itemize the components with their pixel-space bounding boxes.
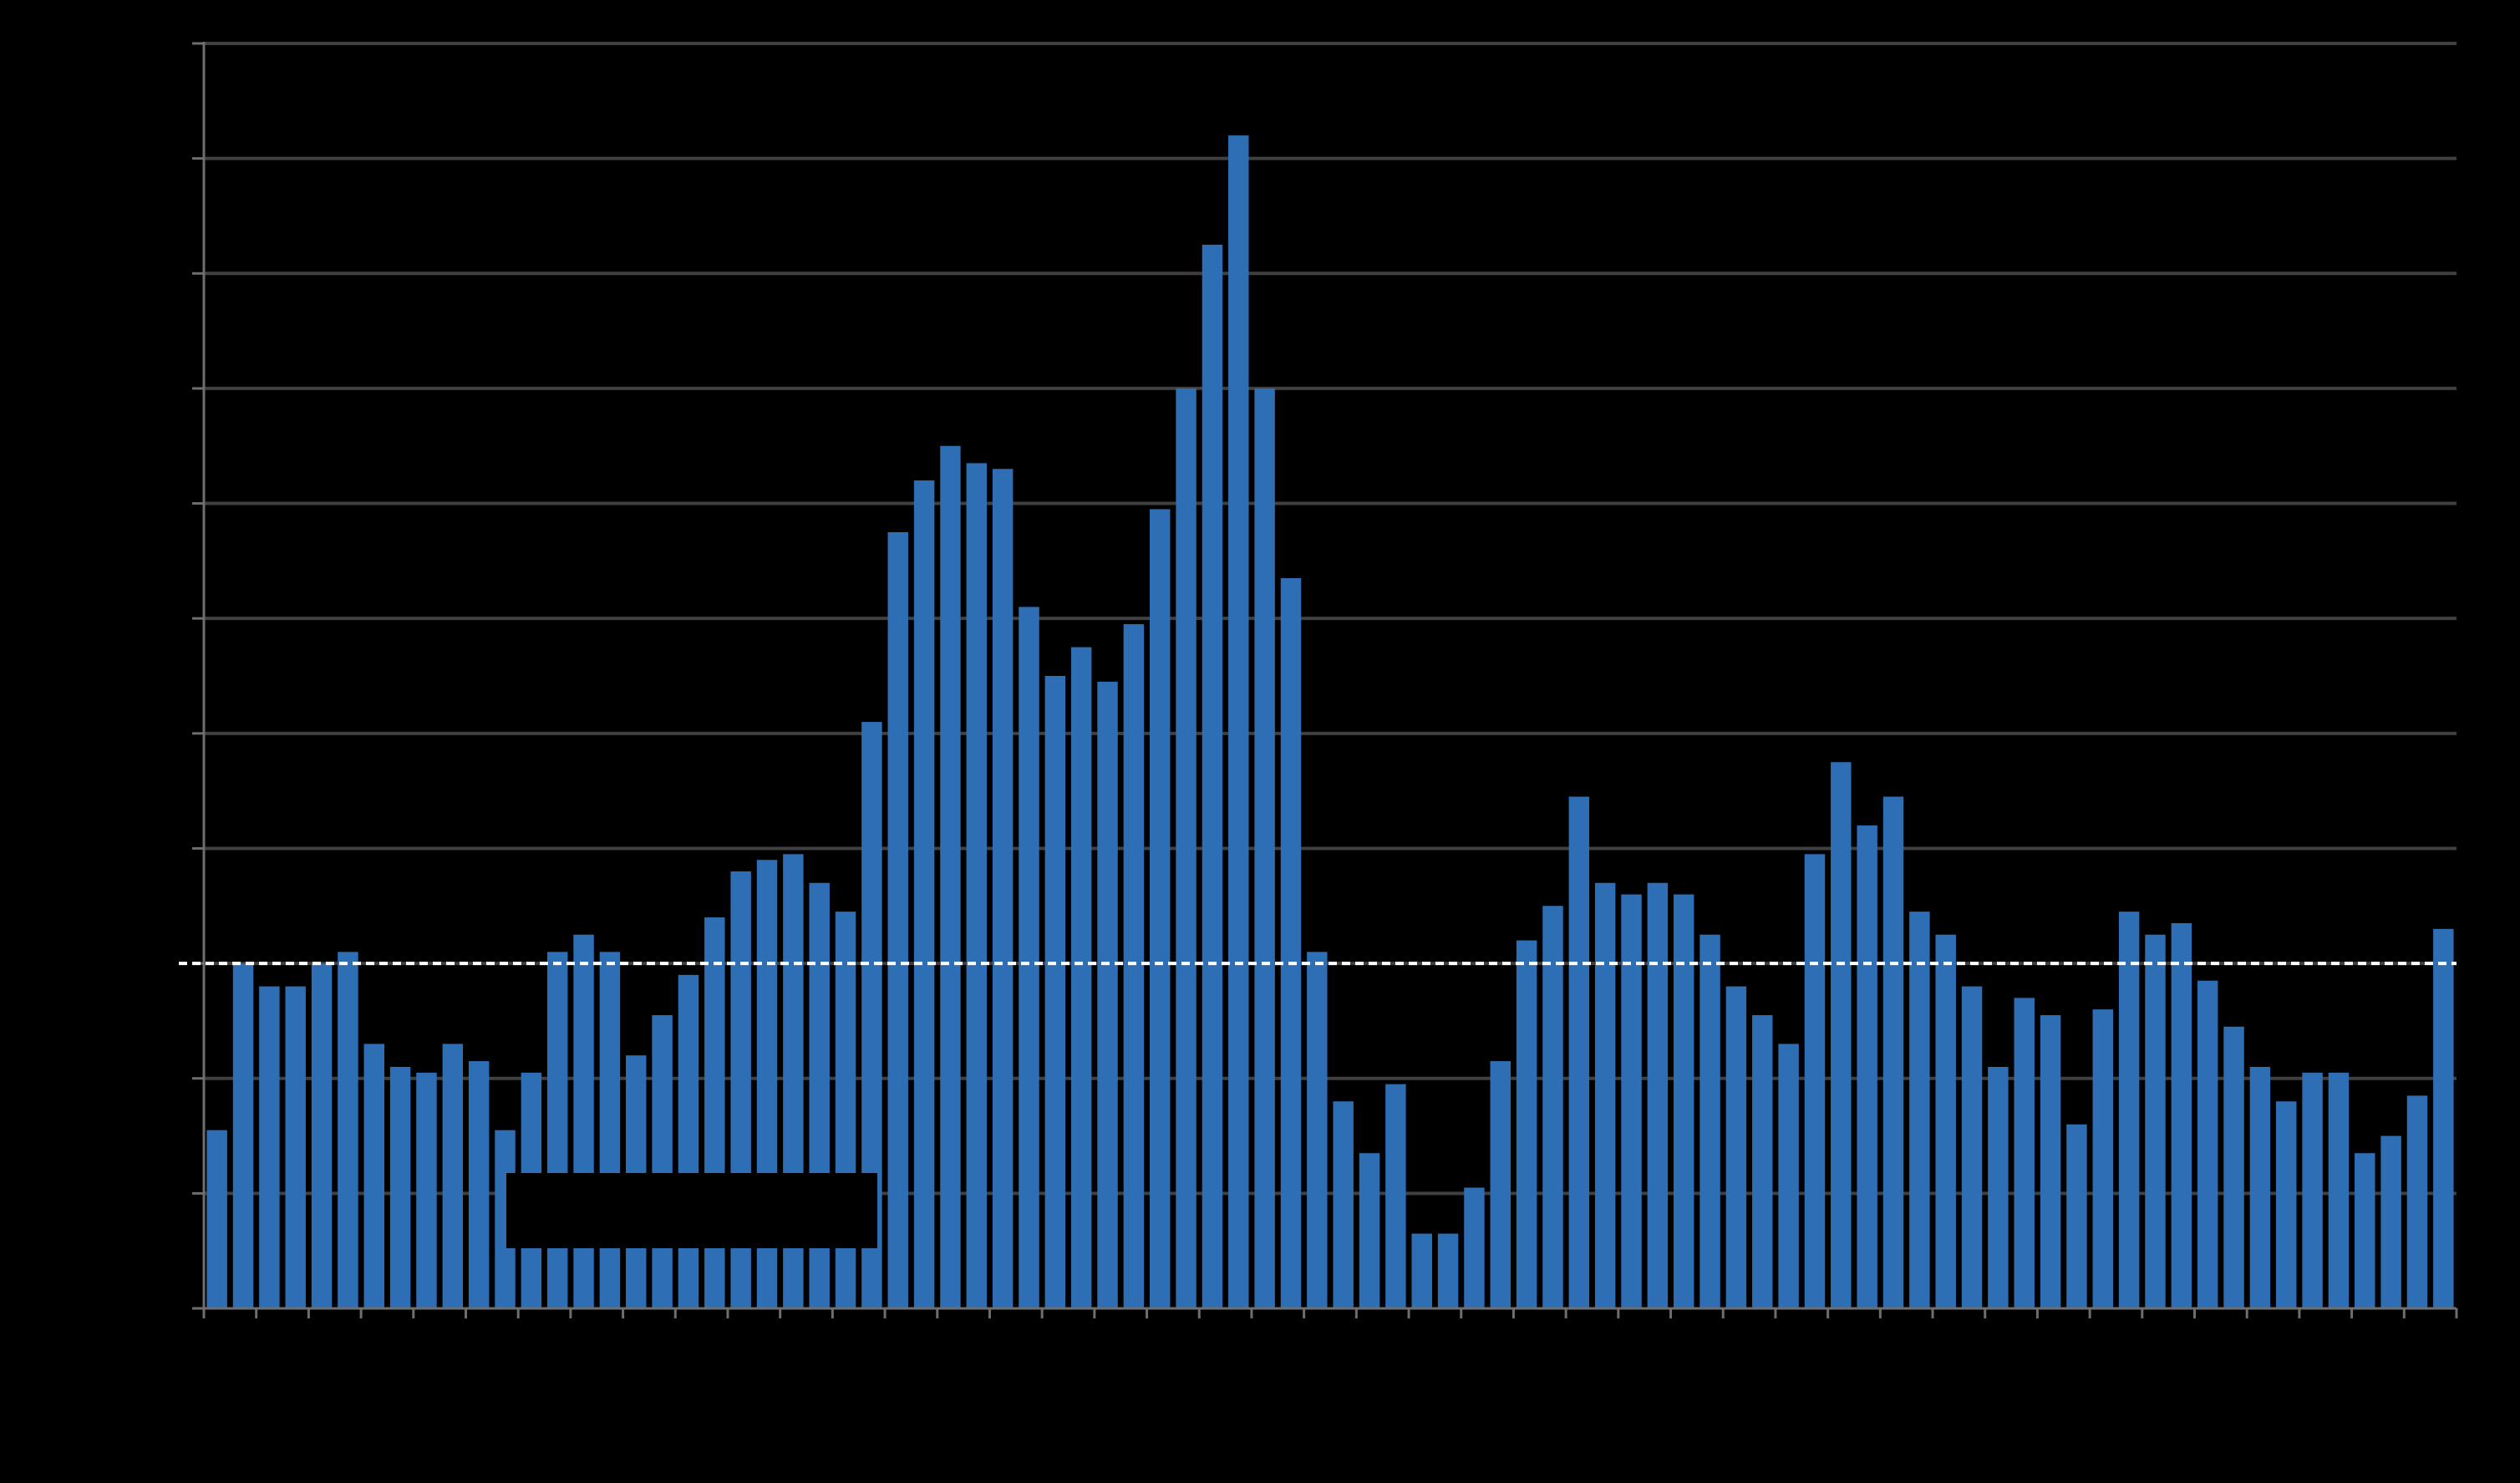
bar	[835, 912, 856, 1308]
bar	[1542, 906, 1563, 1308]
bar	[1070, 647, 1092, 1308]
bar	[599, 952, 621, 1308]
bar	[2355, 1153, 2375, 1308]
bar	[1621, 894, 1642, 1308]
bar	[1150, 509, 1171, 1308]
bar	[2249, 1066, 2271, 1308]
bar	[678, 974, 699, 1308]
bar	[1831, 762, 1852, 1308]
bar	[2406, 1095, 2428, 1308]
bar	[1097, 681, 1118, 1308]
bar	[2145, 934, 2166, 1308]
bar	[652, 1015, 673, 1308]
bar	[416, 1072, 437, 1308]
bar	[1359, 1153, 1380, 1308]
bar	[311, 963, 333, 1308]
bar	[1044, 676, 1066, 1308]
bar	[704, 917, 725, 1308]
bar	[1699, 934, 1720, 1308]
bar	[1857, 825, 1877, 1308]
bar	[1176, 388, 1196, 1309]
bar	[1437, 1233, 1459, 1308]
bar	[1935, 934, 1956, 1308]
bar	[1019, 607, 1039, 1308]
bar	[1411, 1233, 1432, 1308]
bar	[1333, 1101, 1354, 1308]
bar	[1307, 952, 1328, 1308]
bar	[1123, 624, 1145, 1308]
bar	[1752, 1015, 1773, 1308]
bar	[1882, 796, 1904, 1308]
bar	[2328, 1072, 2350, 1308]
bar	[1647, 882, 1669, 1308]
bar	[1909, 912, 1930, 1308]
bar	[2118, 912, 2140, 1308]
bar	[1804, 854, 1826, 1308]
bar	[1988, 1066, 2009, 1308]
bar	[232, 963, 254, 1308]
bar	[2197, 980, 2218, 1308]
bar	[2092, 1009, 2114, 1308]
bar	[940, 445, 961, 1308]
bar	[2014, 998, 2035, 1308]
bar	[2171, 922, 2192, 1308]
bar	[285, 986, 306, 1308]
bar-series	[206, 135, 2454, 1309]
bar	[546, 952, 568, 1308]
bar	[1280, 578, 1302, 1308]
bar	[206, 1130, 227, 1308]
bar	[966, 463, 988, 1308]
bar	[1228, 135, 1249, 1308]
bar	[1961, 986, 1983, 1308]
bar	[1464, 1187, 1485, 1308]
bar	[1516, 940, 1537, 1308]
bar	[468, 1061, 490, 1308]
bar	[992, 469, 1014, 1308]
bar	[1490, 1061, 1511, 1308]
bar	[887, 531, 908, 1308]
bar	[573, 934, 594, 1308]
bar	[363, 1044, 384, 1308]
bar	[2040, 1015, 2061, 1308]
bar	[338, 952, 358, 1308]
bar	[1725, 986, 1747, 1308]
bar	[1673, 894, 1694, 1308]
axes	[192, 42, 2458, 1318]
bar	[2302, 1072, 2323, 1308]
bar	[1202, 244, 1223, 1308]
bar	[1568, 796, 1590, 1308]
bar	[1778, 1044, 1799, 1308]
bar	[913, 480, 935, 1308]
bar	[1254, 388, 1275, 1309]
bar	[2433, 928, 2454, 1308]
bar	[1385, 1084, 1406, 1308]
bar	[442, 1044, 464, 1308]
bar	[2066, 1124, 2087, 1308]
legend-box	[506, 1173, 877, 1248]
bar	[2223, 1026, 2244, 1308]
bar	[2380, 1135, 2401, 1308]
bar	[259, 986, 280, 1308]
bar	[389, 1066, 411, 1308]
bar	[1594, 882, 1616, 1308]
bar	[2276, 1101, 2297, 1308]
